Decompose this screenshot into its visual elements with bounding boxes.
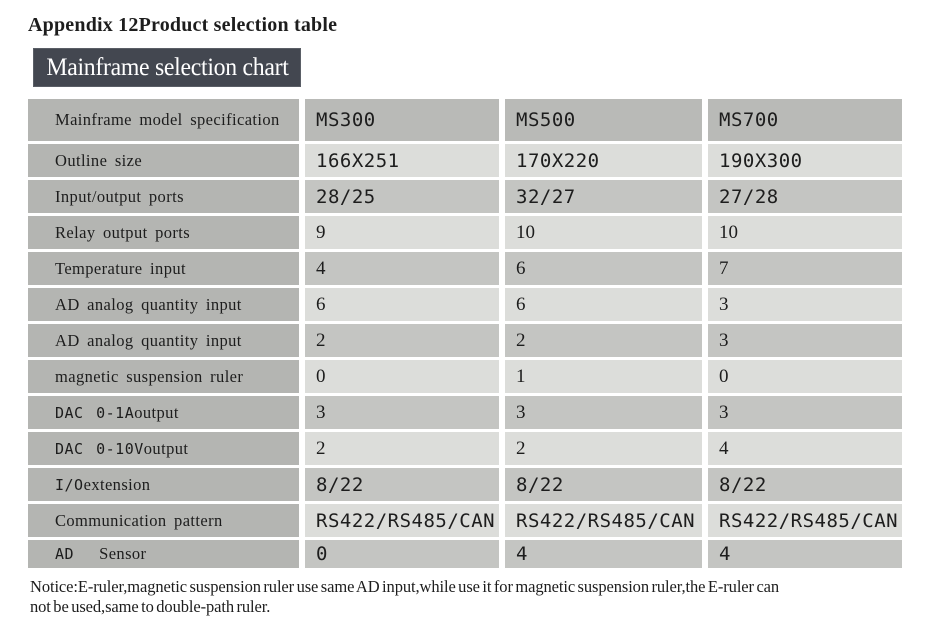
value-cell-ms500: 170X220: [505, 144, 702, 177]
row-label-cell: Input/output ports: [28, 180, 299, 213]
table-row: DAC 0-10V output 2 2 4: [28, 432, 902, 465]
value-cell-ms700: 0: [708, 360, 902, 393]
value-cell-ms700: 4: [708, 540, 902, 568]
value-cell-ms700: 10: [708, 216, 902, 249]
value-cell-ms700: 27/28: [708, 180, 902, 213]
row-label: AD analog quantity input: [55, 330, 242, 350]
value-cell-ms300: 28/25: [305, 180, 499, 213]
row-label-prefix: I/O: [55, 475, 84, 494]
value-cell-ms500: MS500: [505, 99, 702, 141]
row-label-prefix: AD: [55, 545, 100, 563]
row-label: extension: [83, 474, 151, 494]
section-banner: Mainframe selection chart: [33, 48, 301, 87]
value-cell-ms500: 32/27: [505, 180, 702, 213]
value-cell-ms500: 3: [505, 396, 702, 429]
page-title: Appendix 12Product selection table: [28, 14, 338, 36]
row-label-cell: AD Sensor: [28, 540, 299, 568]
row-label-cell: I/O extension: [28, 468, 299, 501]
row-label: output: [134, 402, 179, 422]
value-cell-ms500: 4: [505, 540, 702, 568]
row-label: Temperature input: [55, 258, 186, 278]
value-cell-ms300: 3: [305, 396, 499, 429]
value-cell-ms300: 166X251: [305, 144, 499, 177]
value-cell-ms700: RS422/RS485/CAN: [708, 504, 902, 537]
table-row: AD analog quantity input 2 2 3: [28, 324, 902, 357]
table-row: Input/output ports 28/25 32/27 27/28: [28, 180, 902, 213]
value-cell-ms300: 2: [305, 432, 499, 465]
table-row: AD Sensor 0 4 4: [28, 540, 902, 568]
table-row: Mainframe model specification MS300 MS500 M…: [28, 99, 902, 141]
value-cell-ms700: MS700: [708, 99, 902, 141]
banner-label: Mainframe selection chart: [45, 53, 289, 81]
value-cell-ms300: 8/22: [305, 468, 499, 501]
value-cell-ms300: MS300: [305, 99, 499, 141]
row-label: Communication pattern: [55, 510, 223, 530]
row-label-prefix: DAC 0-1A: [55, 403, 135, 422]
value-cell-ms700: 4: [708, 432, 902, 465]
row-label-cell: AD analog quantity input: [28, 324, 299, 357]
value-cell-ms500: 2: [505, 324, 702, 357]
notice-line-2: not be used,same to double-path ruler.: [30, 597, 271, 616]
value-cell-ms300: 9: [305, 216, 499, 249]
value-cell-ms700: 3: [708, 324, 902, 357]
value-cell-ms300: 0: [305, 540, 499, 568]
row-label-cell: Communication pattern: [28, 504, 299, 537]
value-cell-ms500: 6: [505, 252, 702, 285]
table-row: Communication pattern RS422/RS485/CAN RS42…: [28, 504, 902, 537]
value-cell-ms500: 1: [505, 360, 702, 393]
row-label-prefix: DAC 0-10V: [55, 439, 144, 458]
value-cell-ms700: 3: [708, 288, 902, 321]
value-cell-ms300: 4: [305, 252, 499, 285]
value-cell-ms300: 6: [305, 288, 499, 321]
row-label: Outline size: [55, 150, 143, 170]
table-row: I/O extension 8/22 8/22 8/22: [28, 468, 902, 501]
value-cell-ms700: 7: [708, 252, 902, 285]
table-row: AD analog quantity input 6 6 3: [28, 288, 902, 321]
value-cell-ms700: 190X300: [708, 144, 902, 177]
table-row: DAC 0-1A output 3 3 3: [28, 396, 902, 429]
row-label: Relay output ports: [55, 222, 191, 242]
value-cell-ms500: 10: [505, 216, 702, 249]
value-cell-ms500: RS422/RS485/CAN: [505, 504, 702, 537]
table-row: Temperature input 4 6 7: [28, 252, 902, 285]
mainframe-selection-table: Mainframe model specification MS300 MS500 M…: [28, 99, 902, 568]
row-label-cell: Relay output ports: [28, 216, 299, 249]
value-cell-ms500: 8/22: [505, 468, 702, 501]
value-cell-ms300: 2: [305, 324, 499, 357]
value-cell-ms500: 2: [505, 432, 702, 465]
value-cell-ms300: RS422/RS485/CAN: [305, 504, 499, 537]
table-row: magnetic suspension ruler 0 1 0: [28, 360, 902, 393]
row-label-cell: DAC 0-10V output: [28, 432, 299, 465]
row-label: output: [143, 438, 189, 458]
row-label-cell: magnetic suspension ruler: [28, 360, 299, 393]
row-label-cell: Mainframe model specification: [28, 99, 299, 141]
value-cell-ms700: 3: [708, 396, 902, 429]
row-label-cell: Outline size: [28, 144, 299, 177]
table-row: Relay output ports 9 10 10: [28, 216, 902, 249]
row-label-cell: AD analog quantity input: [28, 288, 299, 321]
row-label-cell: DAC 0-1A output: [28, 396, 299, 429]
notice-line-1: Notice:E-ruler,magnetic suspension ruler…: [30, 577, 780, 596]
value-cell-ms700: 8/22: [708, 468, 902, 501]
notice-text: Notice:E-ruler,magnetic suspension ruler…: [30, 577, 935, 617]
row-label: Sensor: [99, 544, 147, 563]
row-label: Mainframe model specification: [55, 110, 280, 129]
row-label: Input/output ports: [55, 186, 184, 206]
value-cell-ms300: 0: [305, 360, 499, 393]
row-label: magnetic suspension ruler: [55, 366, 244, 386]
value-cell-ms500: 6: [505, 288, 702, 321]
row-label: AD analog quantity input: [55, 294, 242, 314]
row-label-cell: Temperature input: [28, 252, 299, 285]
table-row: Outline size 166X251 170X220 190X300: [28, 144, 902, 177]
